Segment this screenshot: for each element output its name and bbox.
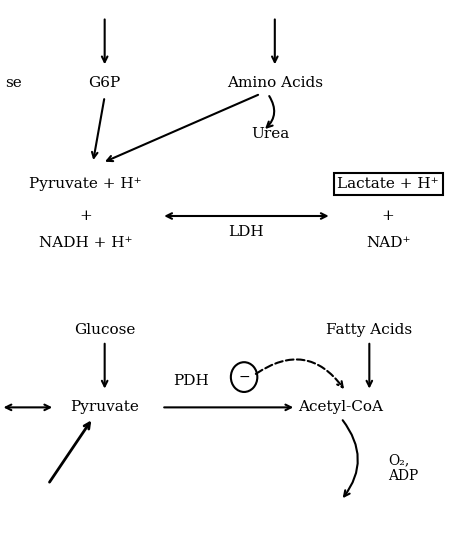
- Text: Pyruvate: Pyruvate: [70, 400, 139, 414]
- Text: NAD⁺: NAD⁺: [366, 236, 410, 249]
- Text: Pyruvate + H⁺: Pyruvate + H⁺: [29, 177, 142, 191]
- Text: +: +: [382, 209, 395, 223]
- Text: Lactate + H⁺: Lactate + H⁺: [337, 177, 439, 191]
- Text: PDH: PDH: [173, 374, 209, 388]
- Text: O₂,: O₂,: [388, 454, 410, 467]
- Text: ADP: ADP: [388, 470, 419, 483]
- Text: LDH: LDH: [228, 225, 264, 239]
- Text: −: −: [238, 370, 250, 384]
- Text: Urea: Urea: [251, 127, 290, 141]
- Text: +: +: [79, 209, 92, 223]
- Text: G6P: G6P: [89, 76, 121, 90]
- Text: Amino Acids: Amino Acids: [227, 76, 323, 90]
- Text: Glucose: Glucose: [74, 324, 136, 337]
- Text: Fatty Acids: Fatty Acids: [326, 324, 412, 337]
- Text: se: se: [5, 76, 22, 90]
- Text: NADH + H⁺: NADH + H⁺: [39, 236, 133, 249]
- Text: Acetyl-CoA: Acetyl-CoA: [299, 400, 383, 414]
